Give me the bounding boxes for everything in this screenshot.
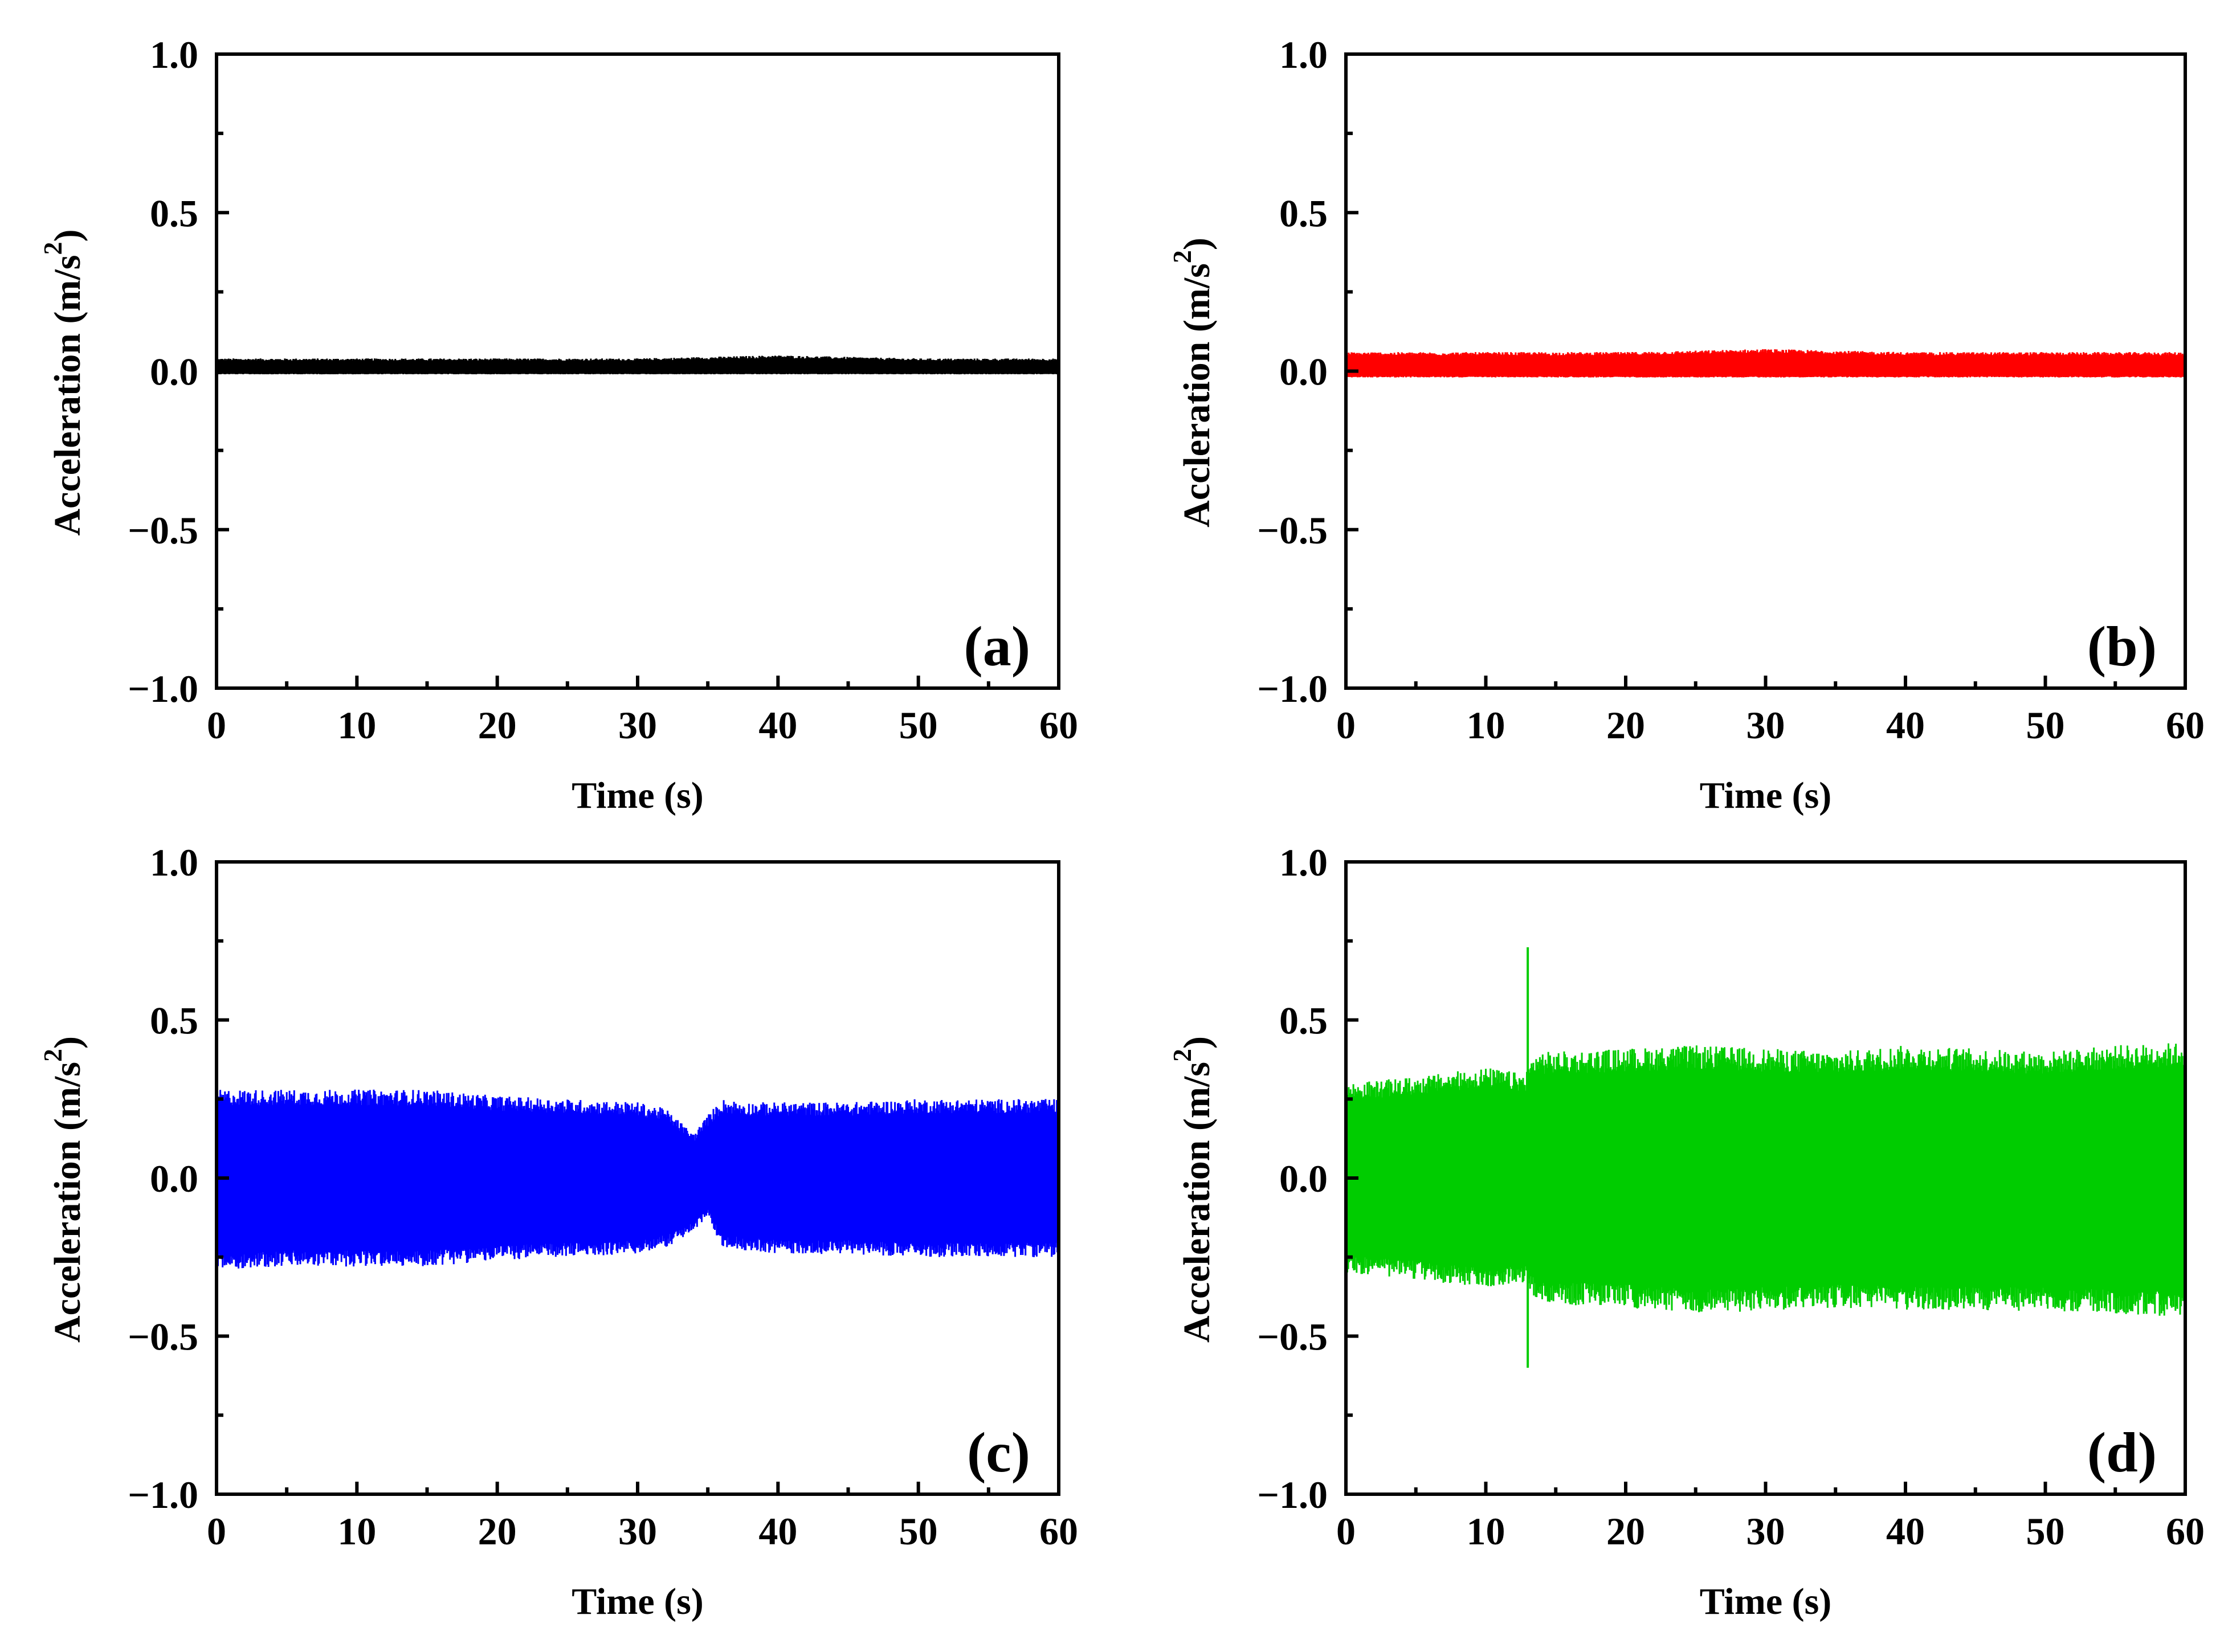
- x-tick-label: 60: [2166, 704, 2205, 747]
- y-tick-label: 1.0: [1279, 33, 1328, 76]
- y-tick-label: 0.5: [150, 999, 198, 1042]
- x-tick-label: 50: [899, 704, 938, 747]
- series-line-acceleration: [1345, 349, 2186, 378]
- series-line-acceleration: [215, 355, 1060, 375]
- x-tick-label: 30: [1746, 704, 1785, 747]
- x-tick-label: 0: [207, 704, 226, 747]
- y-tick-label: −0.5: [128, 1315, 198, 1359]
- x-tick-label: 50: [899, 1510, 938, 1553]
- chart-panel-b: 0 10 20 30 40 50 60 1.0 0.5 0.0 −0.5 −1.0 Time (s) Ac…: [1168, 33, 2205, 816]
- panel-label: (c): [967, 1421, 1030, 1484]
- y-tick-label: 0.0: [150, 350, 198, 394]
- chart-panel-c: 0 10 20 30 40 50 60 1.0 0.5 0.0 −0.5 −1.0 Time (s) Ac…: [38, 841, 1078, 1622]
- y-tick-label: −1.0: [1257, 667, 1328, 710]
- y-axis-label: Acceleration (m/s2): [38, 230, 88, 536]
- x-tick-label: 50: [2026, 704, 2065, 747]
- y-tick-label: 1.0: [150, 841, 198, 884]
- x-tick-label: 50: [2026, 1510, 2065, 1553]
- y-axis-label: Acceleration (m/s2): [1168, 1036, 1218, 1343]
- y-tick-label: 1.0: [150, 33, 198, 76]
- x-tick-label: 10: [1467, 704, 1505, 747]
- x-tick-label: 60: [2166, 1510, 2205, 1553]
- chart-panel-a: 0 10 20 30 40 50 60 1.0 0.5 0.0 −0.5 −1.0 Time (s) Ac…: [38, 33, 1078, 816]
- x-tick-label: 10: [1467, 1510, 1505, 1553]
- x-tick-label: 30: [1746, 1510, 1785, 1553]
- x-axis-label: Time (s): [572, 1581, 704, 1622]
- x-tick-label: 60: [1039, 1510, 1078, 1553]
- y-axis-label: Accleration (m/s2): [1168, 238, 1218, 528]
- x-tick-label: 40: [758, 1510, 797, 1553]
- panel-label: (b): [2087, 615, 2157, 678]
- x-tick-label: 10: [337, 1510, 376, 1553]
- x-tick-label: 20: [478, 704, 517, 747]
- x-tick-label: 40: [1886, 704, 1925, 747]
- x-axis-label: Time (s): [1700, 775, 1832, 816]
- y-tick-label: 0.5: [1279, 999, 1328, 1042]
- y-tick-label: 0.0: [1279, 1157, 1328, 1200]
- x-tick-label: 20: [1606, 704, 1645, 747]
- x-tick-label: 10: [337, 704, 376, 747]
- y-tick-label: −0.5: [1257, 1315, 1328, 1359]
- x-tick-label: 20: [478, 1510, 517, 1553]
- y-tick-label: −1.0: [128, 667, 198, 710]
- y-tick-label: 0.5: [150, 191, 198, 235]
- x-tick-label: 0: [207, 1510, 226, 1553]
- x-tick-label: 30: [618, 704, 657, 747]
- y-tick-label: 0.0: [1279, 350, 1328, 394]
- x-tick-label: 40: [1886, 1510, 1925, 1553]
- y-axis-label: Acceleration (m/s2): [38, 1036, 88, 1343]
- panel-label: (d): [2087, 1421, 2157, 1484]
- series-line-acceleration: [1345, 1043, 2186, 1316]
- x-tick-label: 60: [1039, 704, 1078, 747]
- x-tick-label: 40: [758, 704, 797, 747]
- y-tick-label: 1.0: [1279, 841, 1328, 884]
- series-line-acceleration: [215, 1089, 1060, 1269]
- y-tick-label: 0.0: [150, 1157, 198, 1200]
- x-tick-label: 20: [1606, 1510, 1645, 1553]
- y-tick-label: −1.0: [128, 1473, 198, 1516]
- chart-panel-d: 0 10 20 30 40 50 60 1.0 0.5 0.0 −0.5 −1.0 Time (s) Ac…: [1168, 841, 2205, 1622]
- x-axis-label: Time (s): [1700, 1581, 1832, 1622]
- y-tick-label: −1.0: [1257, 1473, 1328, 1516]
- panel-label: (a): [964, 615, 1030, 678]
- x-tick-label: 30: [618, 1510, 657, 1553]
- y-tick-label: 0.5: [1279, 191, 1328, 235]
- y-tick-label: −0.5: [128, 509, 198, 552]
- y-tick-label: −0.5: [1257, 509, 1328, 552]
- x-axis-label: Time (s): [572, 775, 704, 816]
- x-tick-label: 0: [1336, 704, 1356, 747]
- x-tick-label: 0: [1336, 1510, 1356, 1553]
